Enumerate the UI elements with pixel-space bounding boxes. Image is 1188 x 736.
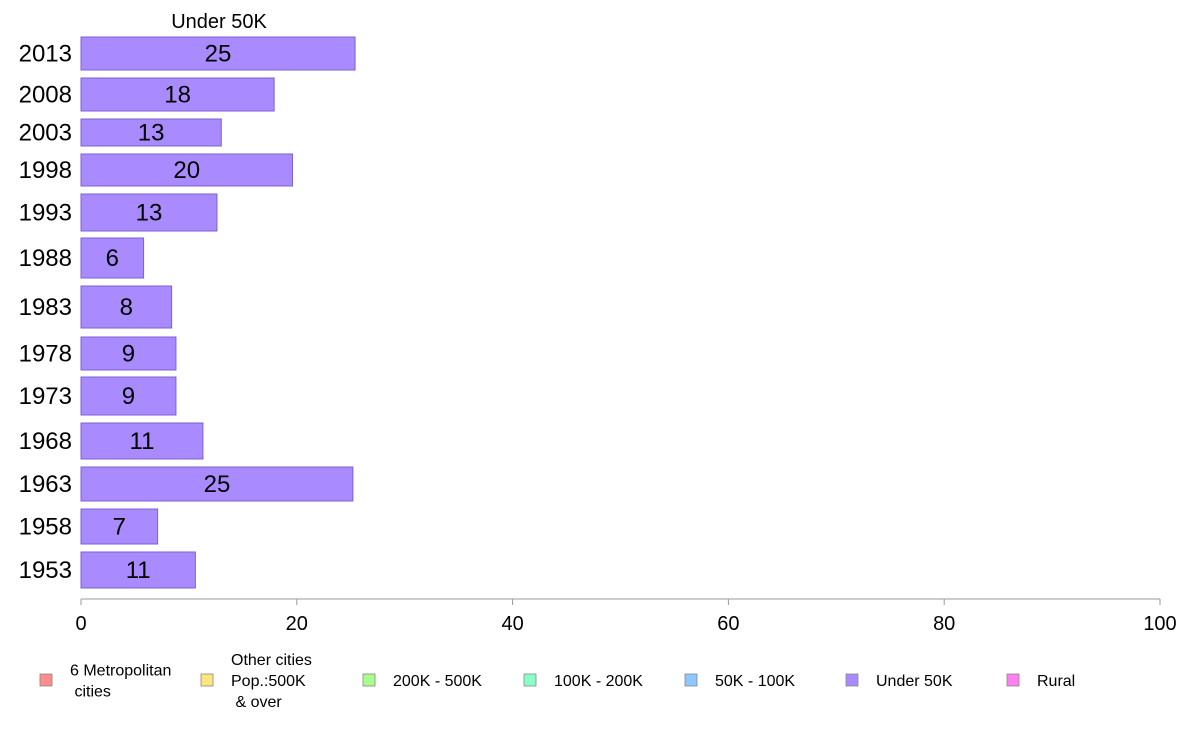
legend-label-1: Other cities Pop.:500K & over (231, 652, 312, 711)
x-tick-label-20: 20 (286, 613, 308, 635)
y-category-label-2003: 2003 (19, 120, 72, 147)
legend-item-3: 100K - 200K (523, 673, 643, 690)
legend-label-3: 100K - 200K (554, 673, 643, 690)
bar-1953 (80, 551, 196, 589)
legend-label-5: Under 50K (876, 673, 953, 690)
y-category-label-1998: 1998 (19, 157, 72, 184)
bar-value-label-1988: 6 (106, 245, 119, 272)
bar-value-label-2003: 13 (138, 120, 165, 147)
bar-1993 (80, 193, 218, 232)
legend-item-1: Other cities Pop.:500K & over (200, 652, 312, 711)
legend-swatch-5 (845, 673, 859, 687)
y-category-label-1978: 1978 (19, 341, 72, 368)
bar-1958 (80, 508, 159, 545)
legend-item-6: Rural (1006, 673, 1075, 690)
bar-2003 (80, 118, 222, 147)
bars-layer (80, 36, 356, 589)
legend-swatch-6 (1006, 673, 1020, 687)
x-tick-label-40: 40 (501, 613, 523, 635)
bar-2013 (80, 36, 356, 71)
x-tick-label-100: 100 (1143, 613, 1176, 635)
legend-item-5: Under 50K (845, 673, 953, 690)
bar-1983 (80, 285, 173, 329)
legend-label-6: Rural (1037, 673, 1075, 690)
bar-value-label-1983: 8 (120, 294, 133, 321)
y-category-label-2008: 2008 (19, 82, 72, 109)
bar-value-label-1958: 7 (113, 514, 126, 541)
bar-value-label-1963: 25 (204, 471, 231, 498)
bar-value-label-1968: 11 (130, 428, 155, 455)
y-category-label-2013: 2013 (19, 41, 72, 68)
x-tick-label-0: 0 (75, 613, 86, 635)
bar-2008 (80, 77, 275, 112)
legend-swatch-3 (523, 673, 537, 687)
x-tick-label-60: 60 (717, 613, 739, 635)
y-category-label-1968: 1968 (19, 428, 72, 455)
legend-swatch-4 (684, 673, 698, 687)
bar-1978 (80, 336, 177, 371)
bar-1998 (80, 153, 293, 187)
chart-title: Under 50K (171, 11, 267, 33)
bar-value-label-2008: 18 (164, 82, 191, 109)
y-category-label-1983: 1983 (19, 294, 72, 321)
x-tick-label-80: 80 (933, 613, 955, 635)
legend-label-4: 50K - 100K (715, 673, 795, 690)
y-category-label-1993: 1993 (19, 200, 72, 227)
y-category-label-1963: 1963 (19, 471, 72, 498)
legend-item-2: 200K - 500K (362, 673, 482, 690)
y-category-label-1973: 1973 (19, 383, 72, 410)
y-category-label-1988: 1988 (19, 245, 72, 272)
legend-label-0: 6 Metropolitan cities (70, 663, 171, 701)
legend-label-2: 200K - 500K (393, 673, 482, 690)
bar-1968 (80, 422, 204, 460)
legend: 6 Metropolitan cities Other cities Pop.:50… (39, 652, 1075, 711)
y-category-label-1953: 1953 (19, 557, 72, 584)
y-category-label-1958: 1958 (19, 514, 72, 541)
bar-value-label-2013: 25 (205, 41, 232, 68)
bar-value-label-1993: 13 (136, 200, 163, 227)
legend-item-0: 6 Metropolitan cities (39, 663, 171, 701)
bar-1988 (80, 237, 145, 279)
bar-value-label-1973: 9 (122, 383, 135, 410)
legend-swatch-0 (39, 673, 53, 687)
legend-swatch-1 (200, 673, 214, 687)
legend-swatch-2 (362, 673, 376, 687)
bar-value-label-1978: 9 (122, 341, 135, 368)
x-axis: 0 20 40 60 80 100 (75, 598, 1177, 635)
bar-value-label-1998: 20 (173, 157, 200, 184)
bar-1963 (80, 466, 354, 502)
legend-item-4: 50K - 100K (684, 673, 795, 690)
bar-1973 (80, 376, 177, 416)
bar-value-label-1953: 11 (126, 557, 151, 584)
y-axis-category-labels: 2013 2008 2003 1998 1993 1988 1983 1978 1973 1968… (19, 41, 72, 585)
